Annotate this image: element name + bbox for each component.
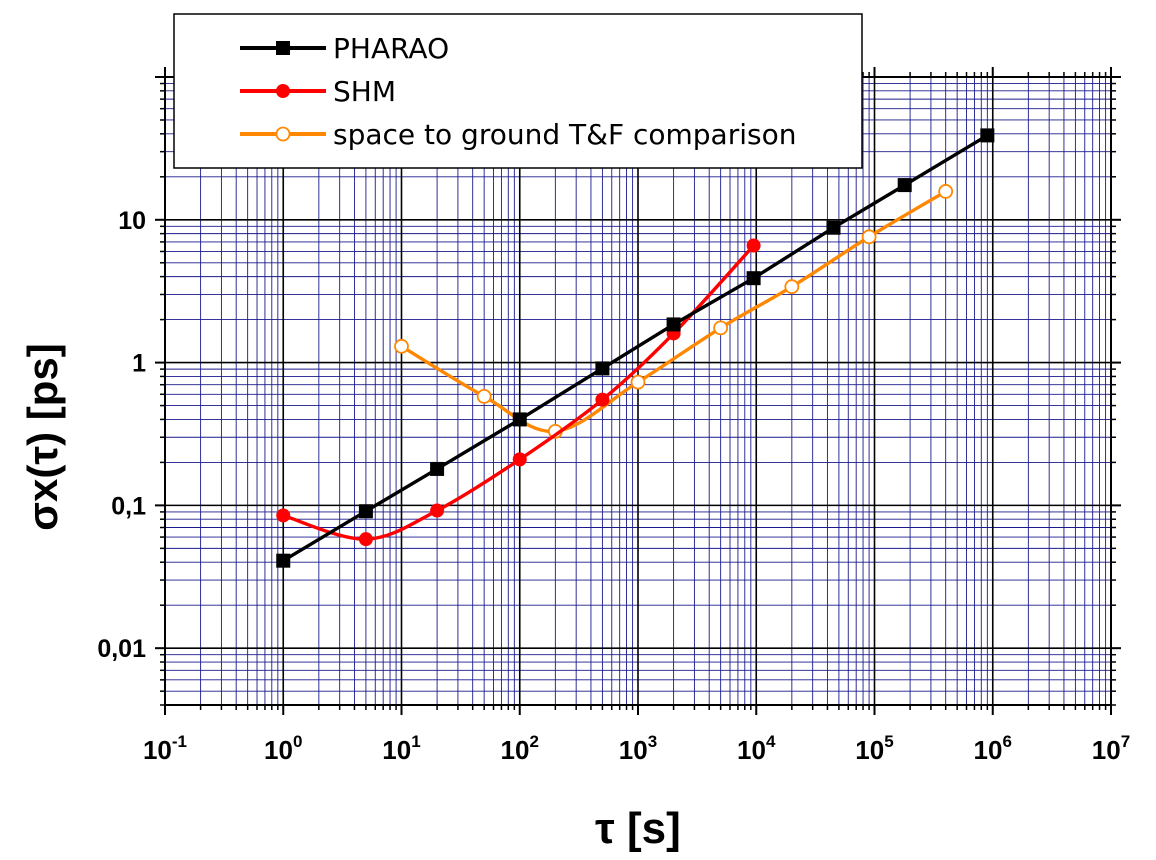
legend-marker-shape: [276, 84, 290, 98]
data-point-pharao: [276, 553, 291, 568]
series-space-to-ground: [394, 184, 954, 439]
legend-label-space-to-ground: space to ground T&F comparison: [333, 118, 796, 151]
data-point-space-to-ground: [630, 374, 646, 390]
data-point-space-to-ground: [861, 229, 877, 245]
data-point-space-to-ground: [713, 320, 729, 336]
data-point-space-to-ground: [476, 388, 492, 404]
x-tick-label: 107: [1092, 732, 1130, 765]
x-tick-label: 101: [382, 732, 420, 765]
x-tick-label: 102: [501, 732, 539, 765]
data-point-pharao: [358, 504, 373, 519]
legend-marker-shape: [275, 126, 291, 142]
data-point-pharao: [666, 317, 681, 332]
data-point-shm: [595, 392, 610, 407]
data-point-shm: [512, 452, 527, 467]
x-tick-label: 10-1: [143, 732, 187, 765]
data-point-pharao: [746, 271, 761, 286]
legend-label-pharao: PHARAO: [333, 32, 449, 65]
legend-marker-space-to-ground: [275, 126, 291, 142]
data-point-pharao: [595, 361, 610, 376]
data-point-pharao: [897, 178, 912, 193]
series-line-pharao: [281, 133, 989, 563]
series-pharao: [276, 128, 995, 568]
data-point-shm: [746, 238, 761, 253]
series-layer: [276, 128, 995, 568]
data-point-space-to-ground: [938, 184, 954, 199]
data-point-shm: [358, 532, 373, 547]
y-tick-label: 0,01: [97, 635, 146, 663]
legend-marker-shape: [276, 41, 290, 55]
legend: PHARAO SHM space to ground T&F compariso…: [173, 13, 863, 169]
y-tick-label: 10: [118, 207, 146, 235]
data-point-shm: [276, 508, 291, 523]
series-line-space-to-ground: [399, 189, 948, 434]
data-point-space-to-ground: [784, 279, 800, 295]
data-point-pharao: [512, 412, 527, 427]
legend-marker-shm: [276, 84, 290, 98]
y-tick-labels: 0,01 0,1 1 10: [97, 207, 146, 663]
x-tick-labels: 10-1 100 101 102 103 104 105 106 107: [143, 732, 1130, 765]
x-axis-label: τ [s]: [595, 804, 681, 853]
x-tick-label: 105: [855, 732, 893, 765]
x-tick-label: 106: [974, 732, 1012, 765]
x-tick-label: 103: [619, 732, 657, 765]
series-line-shm: [281, 243, 756, 541]
legend-label-shm: SHM: [333, 75, 396, 108]
data-point-space-to-ground: [394, 338, 409, 354]
x-tick-label: 104: [737, 732, 776, 765]
y-tick-label: 0,1: [111, 492, 146, 520]
data-point-shm: [430, 503, 445, 518]
major-grid: [164, 76, 1112, 705]
x-tick-label: 100: [264, 732, 302, 765]
legend-marker-pharao: [276, 41, 290, 55]
y-axis-label: σx(τ) [ps]: [19, 343, 66, 530]
data-point-pharao: [980, 128, 995, 143]
data-point-pharao: [430, 461, 445, 476]
series-shm: [276, 238, 761, 547]
data-point-pharao: [826, 220, 841, 235]
y-tick-label: 1: [132, 350, 146, 378]
